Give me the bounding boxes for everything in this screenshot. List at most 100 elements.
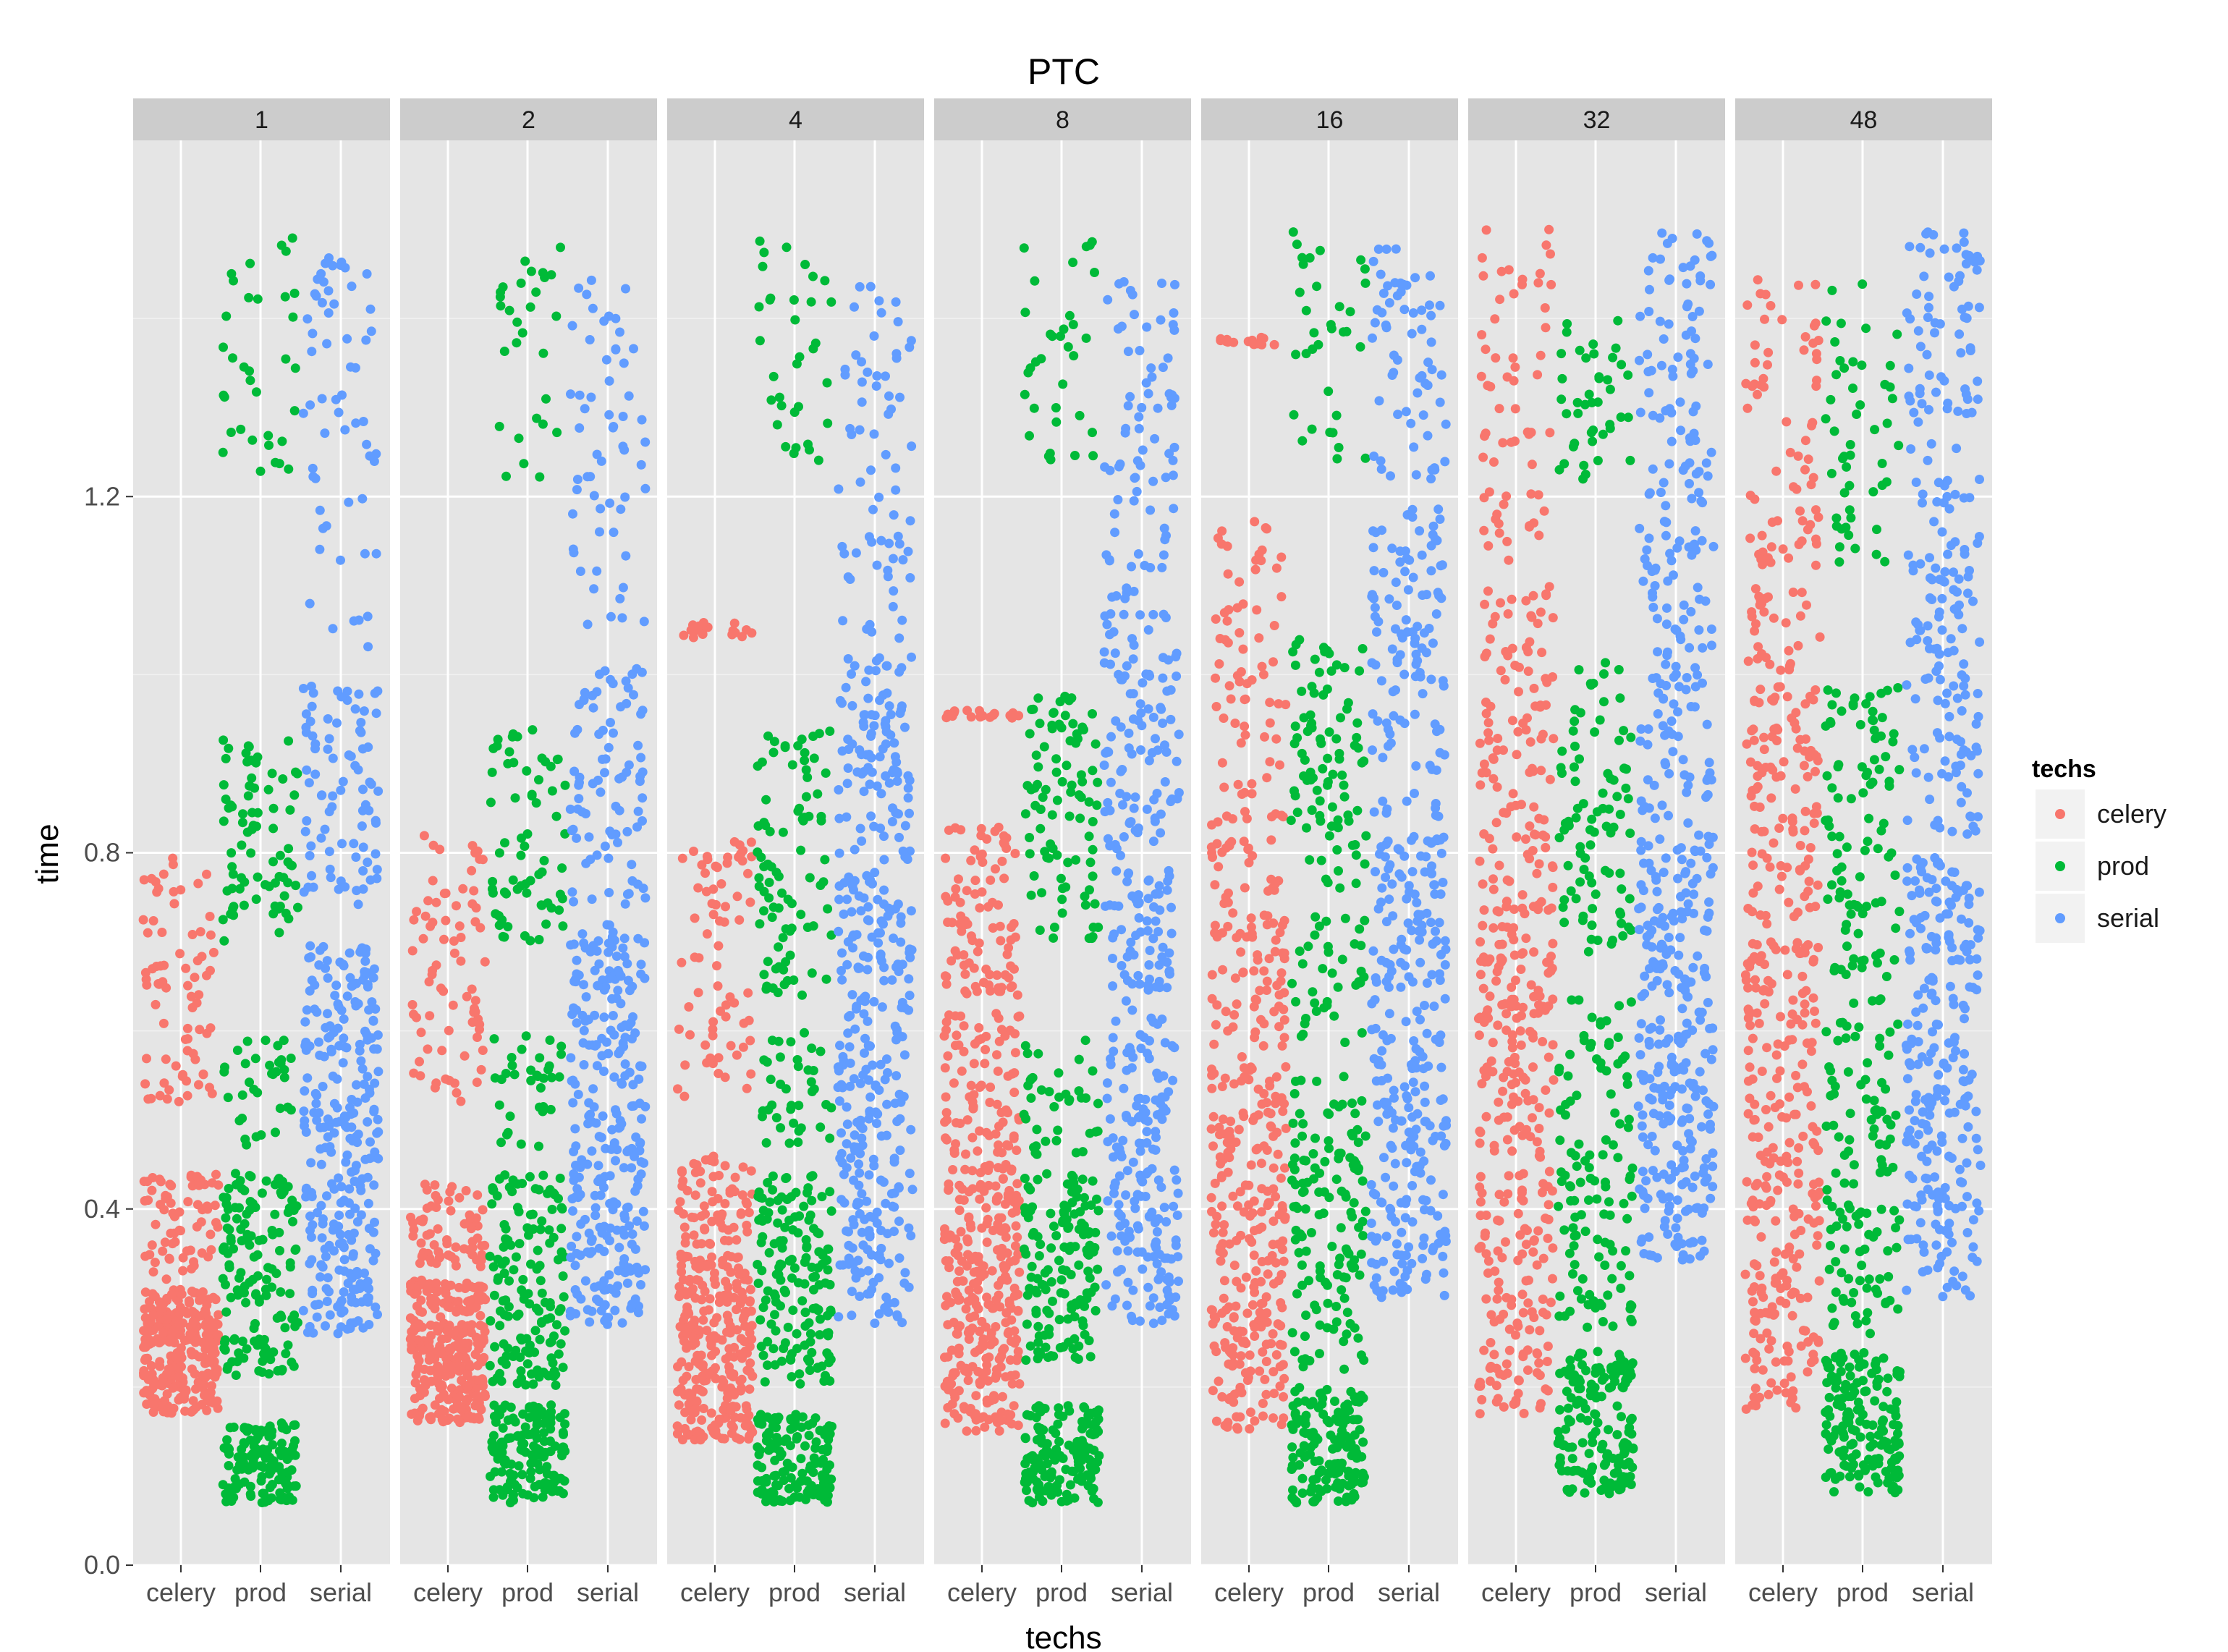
point-prod [500, 838, 509, 848]
point-prod [1049, 923, 1059, 932]
point-serial [609, 1072, 619, 1082]
point-serial [301, 1185, 311, 1195]
point-serial [604, 376, 614, 386]
point-prod [284, 844, 294, 854]
point-serial [330, 991, 340, 1001]
point-prod [1022, 1478, 1032, 1487]
point-celery [187, 1307, 198, 1316]
point-celery [158, 1246, 168, 1256]
point-prod [489, 1400, 499, 1410]
point-celery [715, 1218, 725, 1228]
point-serial [891, 349, 902, 359]
point-celery [952, 1329, 962, 1339]
point-celery [944, 1256, 954, 1266]
point-serial [632, 1216, 642, 1226]
point-celery [957, 1066, 967, 1076]
point-prod [219, 1242, 229, 1252]
point-celery [423, 896, 433, 906]
point-celery [946, 1345, 957, 1355]
point-prod [253, 872, 263, 882]
point-prod [1056, 873, 1066, 884]
point-prod [761, 1295, 771, 1305]
point-celery [208, 1321, 218, 1331]
point-prod [822, 1446, 832, 1457]
point-celery [688, 1284, 698, 1294]
point-celery [943, 1051, 953, 1061]
point-prod [1044, 1308, 1054, 1318]
point-serial [876, 1255, 886, 1265]
point-serial [328, 791, 338, 801]
point-prod [289, 406, 300, 416]
point-serial [364, 1005, 374, 1015]
point-prod [245, 1435, 255, 1445]
point-prod [289, 1420, 299, 1430]
point-celery [446, 1206, 456, 1216]
point-serial [352, 1266, 362, 1276]
point-prod [826, 1206, 836, 1216]
point-serial [598, 1111, 608, 1121]
point-prod [554, 905, 564, 915]
point-prod [787, 1372, 797, 1382]
point-prod [774, 871, 784, 881]
point-prod [498, 282, 508, 292]
point-serial [315, 505, 325, 515]
x-tick-label: serial [577, 1577, 639, 1607]
point-prod [274, 1174, 284, 1184]
point-serial [579, 1060, 589, 1069]
point-celery [207, 1381, 216, 1391]
point-celery [471, 1213, 481, 1223]
point-serial [336, 1182, 347, 1192]
point-prod [823, 1310, 832, 1321]
facet-strip-label: 4 [789, 106, 802, 134]
point-prod [261, 1290, 271, 1300]
point-serial [891, 1071, 902, 1081]
point-celery [694, 1359, 704, 1369]
x-tick-label: prod [1035, 1577, 1088, 1607]
point-celery [194, 990, 204, 1000]
point-prod [556, 1224, 567, 1234]
point-prod [538, 1102, 548, 1111]
point-celery [709, 1331, 719, 1341]
point-celery [955, 1119, 965, 1128]
point-prod [518, 1274, 528, 1284]
point-serial [299, 1106, 309, 1117]
point-serial [863, 952, 873, 962]
point-serial [329, 1184, 339, 1194]
point-prod [265, 1483, 275, 1493]
point-prod [1020, 1041, 1030, 1051]
point-prod [255, 466, 266, 476]
point-serial [1111, 866, 1122, 876]
point-prod [556, 1049, 566, 1059]
point-celery [430, 1295, 440, 1305]
point-serial [318, 523, 328, 533]
point-prod [229, 910, 239, 920]
point-celery [715, 916, 724, 926]
point-celery [427, 970, 437, 980]
point-celery [685, 1321, 695, 1331]
point-celery [474, 1376, 484, 1385]
point-prod [763, 1177, 773, 1187]
point-serial [576, 1294, 586, 1304]
point-serial [905, 342, 915, 352]
point-celery [434, 1366, 444, 1376]
point-prod [808, 1066, 818, 1075]
point-prod [270, 901, 280, 911]
point-celery [983, 1376, 993, 1386]
point-serial [326, 1044, 336, 1054]
point-prod [1019, 243, 1029, 253]
point-celery [986, 875, 996, 885]
point-serial [853, 1143, 863, 1153]
point-serial [305, 941, 315, 951]
point-celery [444, 1394, 453, 1405]
point-serial [347, 281, 357, 292]
point-serial [334, 1173, 344, 1183]
point-celery [711, 1373, 721, 1384]
point-serial [623, 1202, 633, 1212]
point-celery [183, 980, 192, 991]
point-celery [979, 1186, 989, 1196]
point-serial [589, 491, 599, 501]
point-prod [246, 848, 256, 858]
point-celery [469, 1283, 479, 1292]
point-prod [778, 1236, 788, 1246]
point-prod [238, 809, 247, 819]
